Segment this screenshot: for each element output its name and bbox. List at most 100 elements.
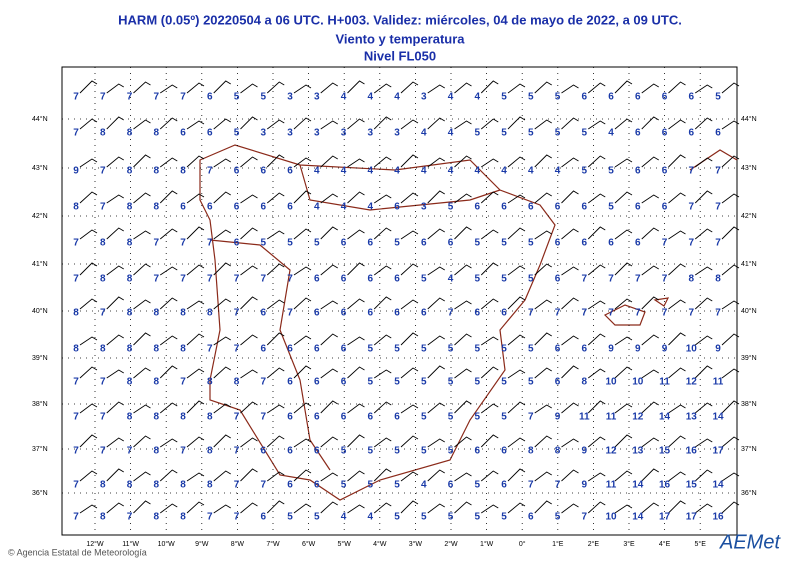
temperature: 6 bbox=[314, 274, 320, 285]
wind-barb bbox=[721, 300, 740, 310]
temperature: 6 bbox=[474, 308, 480, 319]
wind-barb bbox=[320, 300, 338, 310]
temperature: 5 bbox=[341, 480, 347, 491]
temperature: 15 bbox=[659, 446, 671, 457]
temperature: 7 bbox=[688, 308, 694, 319]
temperature: 5 bbox=[394, 238, 400, 249]
temperature: 6 bbox=[501, 446, 507, 457]
wind-barb bbox=[507, 227, 526, 240]
wind-barb bbox=[266, 471, 285, 482]
temperature: 7 bbox=[180, 92, 186, 103]
wind-barb bbox=[79, 470, 98, 482]
wind-barb bbox=[614, 262, 633, 276]
temperature: 8 bbox=[127, 166, 133, 177]
wind-barb bbox=[320, 226, 338, 240]
temperature: 8 bbox=[180, 344, 186, 355]
wind-barb bbox=[159, 297, 178, 310]
temperature: 5 bbox=[394, 512, 400, 523]
wind-barb bbox=[347, 366, 365, 379]
temperature: 6 bbox=[501, 202, 507, 213]
temperature: 5 bbox=[501, 344, 507, 355]
temperature: 6 bbox=[287, 344, 293, 355]
wind-barb bbox=[481, 158, 499, 168]
temperature: 8 bbox=[73, 308, 79, 319]
temperature: 7 bbox=[234, 344, 240, 355]
wind-barb bbox=[641, 468, 659, 482]
wind-barb bbox=[106, 401, 124, 414]
wind-barb bbox=[721, 472, 740, 482]
wind-barb bbox=[454, 400, 472, 414]
wind-barb bbox=[400, 404, 419, 414]
temperature: 7 bbox=[608, 308, 614, 319]
temperature: 17 bbox=[712, 446, 724, 457]
temperature: 8 bbox=[153, 308, 159, 319]
lon-label: 2°E bbox=[588, 540, 600, 548]
lon-label: 0° bbox=[519, 540, 526, 548]
temperature: 6 bbox=[234, 238, 240, 249]
temperature: 6 bbox=[260, 166, 266, 177]
temperature: 7 bbox=[715, 166, 721, 177]
temperature: 5 bbox=[528, 274, 534, 285]
temperature: 11 bbox=[659, 377, 670, 388]
wind-barb bbox=[293, 84, 312, 94]
wind-barb bbox=[240, 502, 258, 514]
wind-barb bbox=[694, 503, 713, 514]
wind-barb bbox=[213, 336, 231, 346]
temperature: 6 bbox=[555, 202, 561, 213]
temperature: 9 bbox=[635, 344, 641, 355]
temperature: 8 bbox=[127, 202, 133, 213]
wind-barb bbox=[160, 266, 178, 276]
temperature: 6 bbox=[608, 238, 614, 249]
temperature: 8 bbox=[100, 238, 106, 249]
temperature: 5 bbox=[394, 377, 400, 388]
wind-barb bbox=[454, 300, 472, 310]
temperature: 8 bbox=[180, 412, 186, 423]
wind-barb bbox=[641, 265, 659, 276]
wind-barb bbox=[507, 468, 526, 482]
temperature: 4 bbox=[314, 166, 320, 177]
temperature: 6 bbox=[260, 202, 266, 213]
wind-barb bbox=[587, 436, 606, 448]
wind-barb bbox=[507, 369, 526, 379]
wind-barb bbox=[721, 155, 740, 168]
temperature: 6 bbox=[180, 128, 186, 139]
wind-barb bbox=[721, 226, 740, 240]
wind-barb bbox=[373, 296, 392, 310]
lon-label: 6°W bbox=[302, 540, 316, 548]
temperature: 14 bbox=[632, 480, 644, 491]
wind-barb bbox=[507, 502, 526, 514]
wind-barb bbox=[561, 438, 579, 448]
temperature: 9 bbox=[715, 344, 721, 355]
lon-label: 1°W bbox=[480, 540, 494, 548]
wind-barb bbox=[507, 296, 526, 310]
wind-barb bbox=[587, 155, 606, 168]
temperature: 5 bbox=[421, 446, 427, 457]
wind-barb bbox=[106, 83, 124, 94]
wind-barb bbox=[668, 435, 686, 448]
wind-barb bbox=[79, 504, 98, 514]
wind-barb bbox=[427, 297, 445, 310]
wind-barb bbox=[427, 503, 445, 514]
temperature: 8 bbox=[100, 128, 106, 139]
temperature: 8 bbox=[127, 377, 133, 388]
logo: AEMet bbox=[719, 531, 781, 553]
temperature: 6 bbox=[608, 92, 614, 103]
wind-barb bbox=[480, 80, 499, 94]
temperature: 4 bbox=[341, 92, 347, 103]
temperature: 6 bbox=[260, 512, 266, 523]
wind-barb bbox=[588, 472, 606, 482]
wind-barb bbox=[293, 469, 312, 482]
temperature: 6 bbox=[394, 274, 400, 285]
temperature: 5 bbox=[260, 92, 266, 103]
wind-barb bbox=[427, 335, 445, 346]
temperature: 5 bbox=[421, 512, 427, 523]
wind-barb bbox=[347, 191, 365, 204]
wind-barb bbox=[320, 400, 338, 414]
wind-barb bbox=[587, 368, 606, 379]
temperature: 3 bbox=[314, 92, 320, 103]
temperature: 4 bbox=[448, 274, 454, 285]
temperature: 7 bbox=[100, 446, 106, 457]
temperature: 7 bbox=[688, 202, 694, 213]
wind-barb bbox=[561, 503, 579, 514]
